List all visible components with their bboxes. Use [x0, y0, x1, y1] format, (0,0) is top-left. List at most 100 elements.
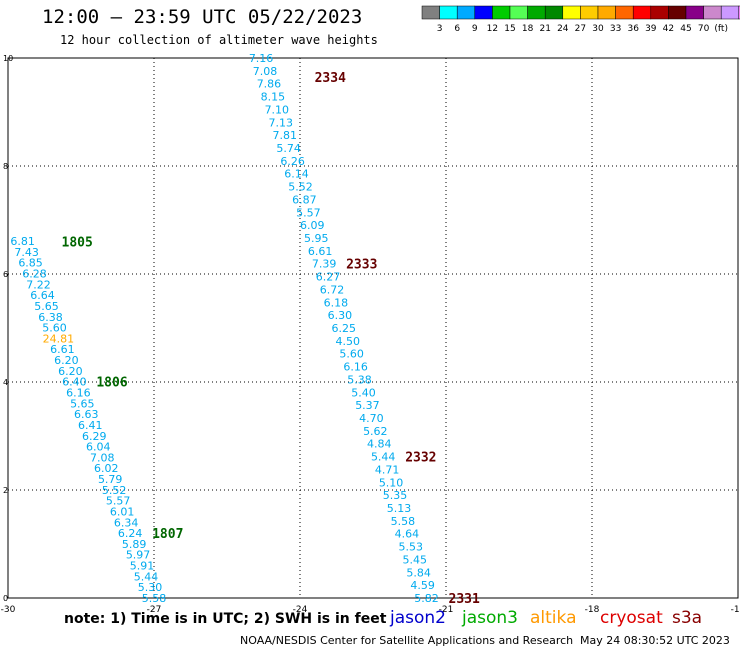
- track-time-label: 2333: [346, 258, 377, 273]
- colorbar-label: 36: [627, 24, 639, 34]
- wave-height-value: 5.79: [98, 473, 123, 486]
- wave-height-value: 5.30: [138, 581, 163, 594]
- colorbar-label: 6: [454, 24, 460, 34]
- wave-height-value: 5.52: [102, 484, 127, 497]
- mission-s3a: s3a: [672, 608, 703, 628]
- colorbar-swatch: [650, 5, 669, 20]
- wave-height-value: 5.60: [42, 322, 67, 335]
- wave-height-value: 7.81: [272, 129, 297, 142]
- colorbar-swatch: [580, 5, 599, 20]
- colorbar-swatch: [439, 5, 458, 20]
- wave-height-value: 8.15: [261, 91, 286, 104]
- colorbar-label: 9: [472, 24, 478, 34]
- wave-height-value: 6.09: [300, 219, 325, 232]
- colorbar-swatch: [597, 5, 616, 20]
- wave-height-value: 6.30: [328, 309, 353, 322]
- y-tick-label: 8: [3, 162, 8, 171]
- colorbar-label: 27: [575, 24, 586, 34]
- colorbar-label: 15: [504, 24, 515, 34]
- colorbar-swatch: [632, 5, 652, 20]
- wave-height-value: 5.89: [122, 538, 147, 551]
- wave-height-value: 7.39: [312, 258, 337, 271]
- wave-height-value: 7.08: [253, 65, 278, 78]
- x-tick-label: -30: [1, 605, 16, 615]
- y-tick-label: 10: [3, 54, 13, 63]
- wave-height-value: 6.16: [66, 386, 91, 399]
- colorbar-label: 33: [610, 24, 621, 34]
- colorbar-label: 21: [539, 24, 550, 34]
- wave-height-value: 6.20: [54, 354, 79, 367]
- colorbar-label: 70: [698, 24, 710, 34]
- plot-frame: [7, 57, 739, 599]
- wave-height-value: 6.14: [284, 168, 309, 181]
- wave-height-value: 5.82: [414, 592, 439, 605]
- mission-cryosat: cryosat: [600, 608, 663, 628]
- colorbar-swatch: [703, 5, 722, 20]
- wave-height-value: 7.16: [249, 52, 274, 65]
- y-tick-label: 4: [3, 378, 8, 387]
- wave-height-value: 5.52: [288, 181, 313, 194]
- colorbar-label: 3: [437, 24, 443, 34]
- wave-height-value: 5.84: [406, 566, 431, 579]
- note-text: note: 1) Time is in UTC; 2) SWH is in fe…: [64, 611, 387, 627]
- wave-height-value: 5.91: [130, 560, 155, 573]
- wave-height-value: 5.65: [70, 397, 95, 410]
- wave-height-value: 5.58: [391, 515, 416, 528]
- wave-height-value: 5.53: [399, 541, 424, 554]
- wave-height-value: 6.26: [280, 155, 305, 168]
- wave-height-value: 6.24: [118, 527, 143, 540]
- wave-height-value: 6.61: [50, 343, 75, 356]
- colorbar-swatch: [562, 5, 581, 20]
- wave-height-value: 6.61: [308, 245, 333, 258]
- wave-height-value: 6.72: [320, 283, 345, 296]
- colorbar-swatch: [474, 5, 493, 20]
- wave-height-value: 4.59: [410, 579, 435, 592]
- wave-height-value: 4.70: [359, 412, 384, 425]
- wave-height-value: 5.10: [379, 476, 404, 489]
- colorbar-swatch: [685, 5, 704, 20]
- wave-height-value: 6.18: [324, 296, 349, 309]
- wave-height-value: 7.13: [269, 116, 294, 129]
- wave-height-value: 6.64: [30, 289, 55, 302]
- colorbar-swatch: [668, 5, 687, 20]
- colorbar-swatch: [456, 5, 476, 20]
- colorbar-label: 45: [680, 24, 691, 34]
- track-time-label: 1805: [62, 236, 93, 251]
- track-time-label: 1807: [152, 527, 183, 542]
- colorbar-label: 18: [522, 24, 534, 34]
- wave-height-value: 6.28: [22, 268, 47, 281]
- track-time-label: 2331: [449, 592, 480, 607]
- wave-height-value: 5.62: [363, 425, 388, 438]
- x-tick-label: -24: [293, 605, 308, 615]
- colorbar-swatch: [615, 5, 634, 20]
- colorbar-label: 42: [663, 24, 674, 34]
- colorbar-label: 24: [557, 24, 569, 34]
- wave-height-value: 6.87: [292, 193, 317, 206]
- y-tick-label: 0: [3, 594, 8, 603]
- wave-height-value: 7.08: [90, 451, 115, 464]
- wave-height-value: 6.63: [74, 408, 99, 421]
- wave-height-value: 5.95: [304, 232, 329, 245]
- wave-height-value: 5.35: [383, 489, 408, 502]
- colorbar-swatch: [527, 5, 546, 20]
- wave-height-value: 6.85: [18, 257, 43, 270]
- wave-height-value: 6.04: [86, 441, 111, 454]
- footer-credit: NOAA/NESDIS Center for Satellite Applica…: [240, 634, 574, 647]
- track-time-label: 2332: [405, 451, 436, 466]
- y-tick-label: 6: [3, 270, 8, 279]
- wave-height-value: 4.84: [367, 438, 392, 451]
- wave-height-value: 5.44: [134, 570, 159, 583]
- wave-height-value: 5.38: [347, 373, 372, 386]
- chart-subtitle: 12 hour collection of altimeter wave hei…: [60, 33, 378, 47]
- wave-height-value: 6.01: [110, 505, 135, 518]
- y-tick-label: 2: [3, 486, 8, 495]
- colorbar-swatch: [738, 5, 740, 20]
- colorbar-swatch: [492, 5, 511, 20]
- wave-height-value: 7.86: [257, 78, 282, 91]
- wave-height-value: 4.64: [395, 528, 420, 541]
- track-time-label: 2334: [315, 71, 346, 86]
- wave-height-value: 6.29: [82, 430, 107, 443]
- wave-height-value: 6.40: [62, 376, 87, 389]
- wave-height-value: 5.37: [355, 399, 380, 412]
